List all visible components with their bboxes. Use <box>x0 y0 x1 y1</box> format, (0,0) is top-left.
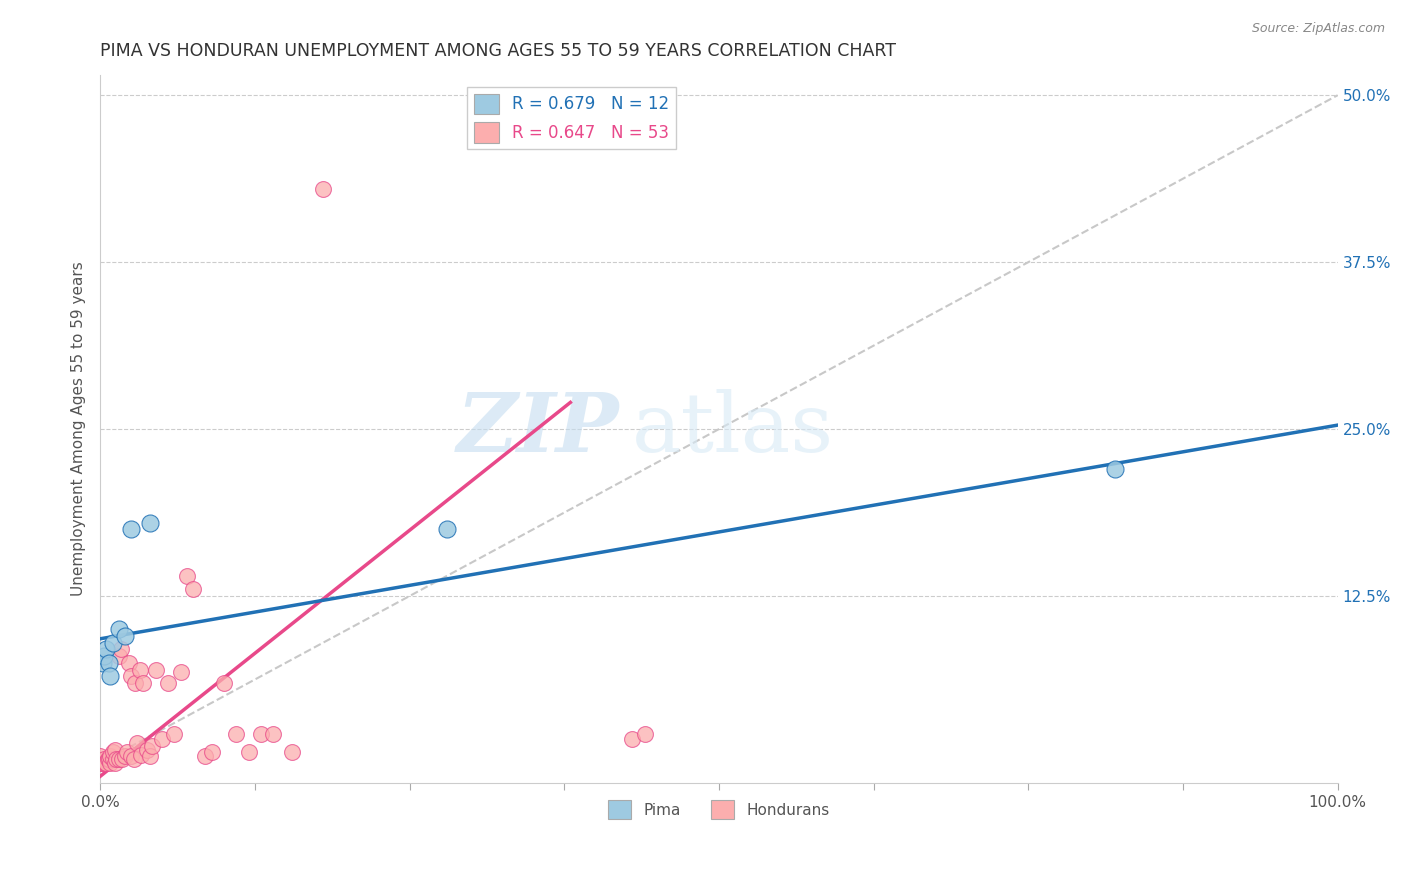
Point <box>181 582 204 597</box>
Legend: Pima, Hondurans: Pima, Hondurans <box>602 794 835 825</box>
Point <box>136 742 159 756</box>
Point <box>122 752 145 766</box>
Point <box>96 756 118 770</box>
Text: ZIP: ZIP <box>457 389 620 469</box>
Point <box>1104 462 1126 476</box>
Point <box>128 663 150 677</box>
Point <box>93 649 115 664</box>
Point <box>250 726 273 740</box>
Point <box>94 756 117 770</box>
Point <box>114 629 136 643</box>
Point <box>150 731 173 746</box>
Point <box>98 756 121 770</box>
Point <box>96 752 118 766</box>
Point <box>120 522 142 536</box>
Point <box>633 726 655 740</box>
Point <box>97 656 120 670</box>
Point <box>96 642 118 657</box>
Point <box>145 663 167 677</box>
Point <box>110 642 132 657</box>
Point <box>89 756 111 770</box>
Point <box>111 752 134 766</box>
Point <box>138 749 160 764</box>
Point <box>212 676 235 690</box>
Point <box>93 752 115 766</box>
Point <box>169 665 191 680</box>
Point <box>117 656 139 670</box>
Point <box>104 756 127 770</box>
Point <box>91 656 114 670</box>
Point <box>120 669 142 683</box>
Point <box>107 649 129 664</box>
Point <box>436 522 458 536</box>
Point <box>621 731 644 746</box>
Point <box>281 745 304 759</box>
Point <box>124 676 146 690</box>
Point <box>101 752 124 766</box>
Point <box>176 569 198 583</box>
Point <box>101 745 124 759</box>
Point <box>105 752 128 766</box>
Point <box>107 752 129 766</box>
Point <box>89 749 111 764</box>
Point <box>138 516 160 530</box>
Text: atlas: atlas <box>633 389 834 469</box>
Point <box>91 756 114 770</box>
Point <box>262 726 284 740</box>
Point <box>200 745 222 759</box>
Point <box>238 745 260 759</box>
Point <box>89 756 111 770</box>
Point <box>120 749 142 764</box>
Text: Source: ZipAtlas.com: Source: ZipAtlas.com <box>1251 22 1385 36</box>
Point <box>312 182 335 196</box>
Point <box>127 736 149 750</box>
Point <box>114 749 136 764</box>
Point <box>225 726 247 740</box>
Point <box>132 676 155 690</box>
Point <box>141 739 163 753</box>
Y-axis label: Unemployment Among Ages 55 to 59 years: Unemployment Among Ages 55 to 59 years <box>72 261 86 597</box>
Point <box>97 752 120 766</box>
Point <box>163 726 186 740</box>
Point <box>98 669 121 683</box>
Point <box>194 749 217 764</box>
Point <box>157 676 180 690</box>
Point <box>129 747 152 762</box>
Text: PIMA VS HONDURAN UNEMPLOYMENT AMONG AGES 55 TO 59 YEARS CORRELATION CHART: PIMA VS HONDURAN UNEMPLOYMENT AMONG AGES… <box>100 42 896 60</box>
Point <box>101 636 124 650</box>
Point <box>104 742 127 756</box>
Point <box>117 745 139 759</box>
Point <box>89 753 111 767</box>
Point <box>107 623 129 637</box>
Point <box>98 749 121 764</box>
